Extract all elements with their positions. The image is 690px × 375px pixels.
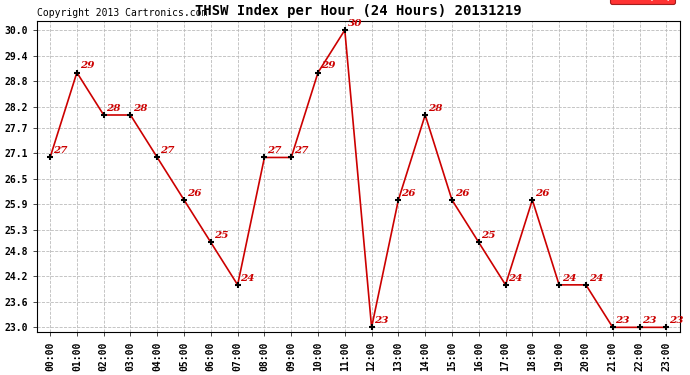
Text: 26: 26 — [535, 189, 550, 198]
Text: 23: 23 — [669, 316, 684, 325]
Text: 24: 24 — [240, 274, 255, 283]
Text: 28: 28 — [106, 104, 121, 113]
Legend: THSW  (°F): THSW (°F) — [610, 0, 675, 4]
Text: 24: 24 — [589, 274, 603, 283]
Text: 30: 30 — [348, 19, 362, 28]
Text: 28: 28 — [428, 104, 442, 113]
Text: 27: 27 — [294, 146, 308, 155]
Text: 23: 23 — [642, 316, 657, 325]
Text: 29: 29 — [321, 62, 335, 70]
Text: 25: 25 — [482, 231, 496, 240]
Text: 24: 24 — [562, 274, 576, 283]
Text: 23: 23 — [375, 316, 389, 325]
Text: 27: 27 — [160, 146, 175, 155]
Text: 25: 25 — [214, 231, 228, 240]
Text: 27: 27 — [267, 146, 282, 155]
Text: 29: 29 — [79, 62, 94, 70]
Text: 28: 28 — [133, 104, 148, 113]
Text: 27: 27 — [53, 146, 68, 155]
Text: 26: 26 — [455, 189, 469, 198]
Text: 24: 24 — [509, 274, 523, 283]
Text: Copyright 2013 Cartronics.com: Copyright 2013 Cartronics.com — [37, 8, 207, 18]
Title: THSW Index per Hour (24 Hours) 20131219: THSW Index per Hour (24 Hours) 20131219 — [195, 4, 522, 18]
Text: 23: 23 — [615, 316, 630, 325]
Text: 26: 26 — [187, 189, 201, 198]
Text: 26: 26 — [401, 189, 415, 198]
